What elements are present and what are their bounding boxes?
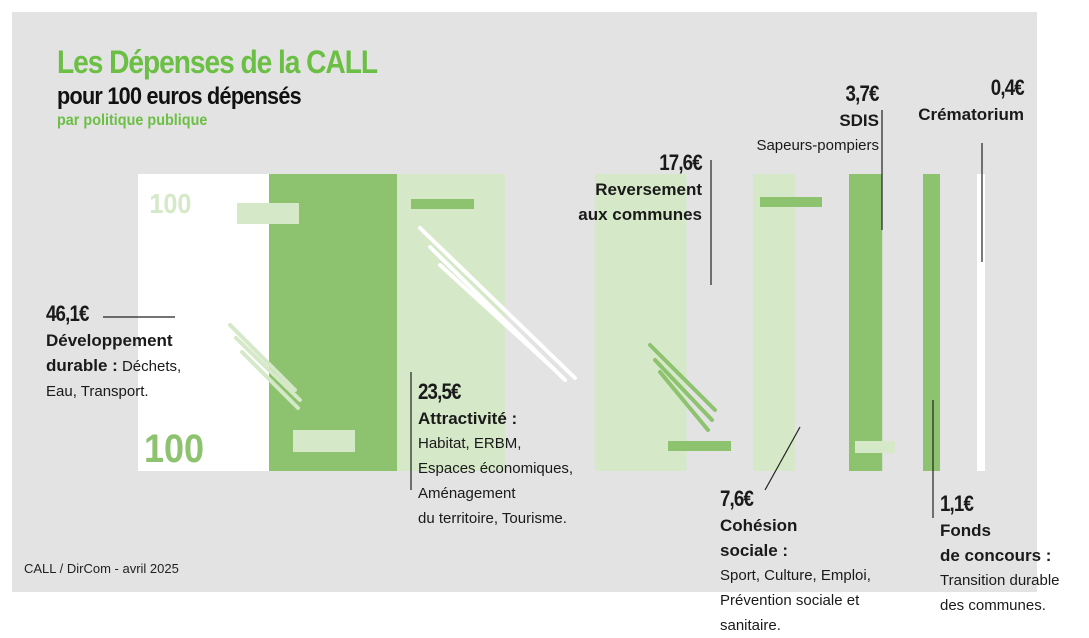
label-attractivite: 23,5€ Attractivité : Habitat, ERBM, Espa… bbox=[418, 379, 574, 527]
bar-fonds bbox=[923, 174, 941, 471]
note-number-bottom: 100 bbox=[144, 427, 204, 471]
label-cohesion: 7,6€ Cohésion sociale : Sport, Culture, … bbox=[720, 486, 871, 634]
label-fonds: 1,1€ Fonds de concours : Transition dura… bbox=[940, 491, 1060, 614]
leader-cohesion bbox=[764, 426, 801, 491]
bar-crematorium bbox=[977, 174, 985, 471]
label-reversement: 17,6€ Reversement aux communes bbox=[578, 150, 703, 224]
value-cohesion: 7,6€ bbox=[720, 486, 754, 511]
label-developpement: 46,1€ Développement durable : Déchets, E… bbox=[46, 301, 182, 400]
note-stripe bbox=[653, 358, 714, 422]
note-stripe bbox=[240, 350, 300, 410]
note-mark bbox=[760, 197, 822, 207]
value-crematorium: 0,4€ bbox=[990, 75, 1025, 100]
footer-credit: CALL / DirCom - avril 2025 bbox=[24, 561, 179, 576]
note-mark bbox=[855, 441, 895, 453]
note-stripe bbox=[228, 323, 297, 392]
bar-sdis bbox=[849, 174, 883, 471]
note-mark bbox=[293, 430, 355, 452]
label-sdis: 3,7€ SDIS Sapeurs-pompiers bbox=[756, 81, 880, 154]
chart-subtitle-2: par politique publique bbox=[57, 112, 208, 129]
bar-reversement bbox=[595, 174, 687, 471]
value-fonds: 1,1€ bbox=[940, 491, 974, 516]
note-stripe bbox=[438, 263, 557, 372]
note-stripe bbox=[418, 226, 577, 380]
chart-subtitle: pour 100 euros dépensés bbox=[57, 83, 302, 110]
note-number-top: 100 bbox=[149, 188, 191, 220]
value-sdis: 3,7€ bbox=[845, 81, 880, 106]
note-mark bbox=[237, 203, 299, 224]
bar-attractivite bbox=[397, 174, 505, 471]
value-attractivite: 23,5€ bbox=[418, 379, 461, 404]
label-crematorium: 0,4€ Crématorium bbox=[918, 75, 1025, 124]
note-stripe bbox=[234, 336, 302, 402]
value-developpement: 46,1€ bbox=[46, 301, 89, 326]
chart-title: Les Dépenses de la CALL bbox=[57, 44, 378, 80]
note-mark bbox=[668, 441, 731, 451]
value-reversement: 17,6€ bbox=[659, 150, 702, 175]
note-stripe bbox=[648, 343, 717, 412]
bar-cohesion bbox=[753, 174, 795, 471]
note-mark bbox=[411, 199, 474, 209]
note-stripe bbox=[658, 370, 710, 432]
